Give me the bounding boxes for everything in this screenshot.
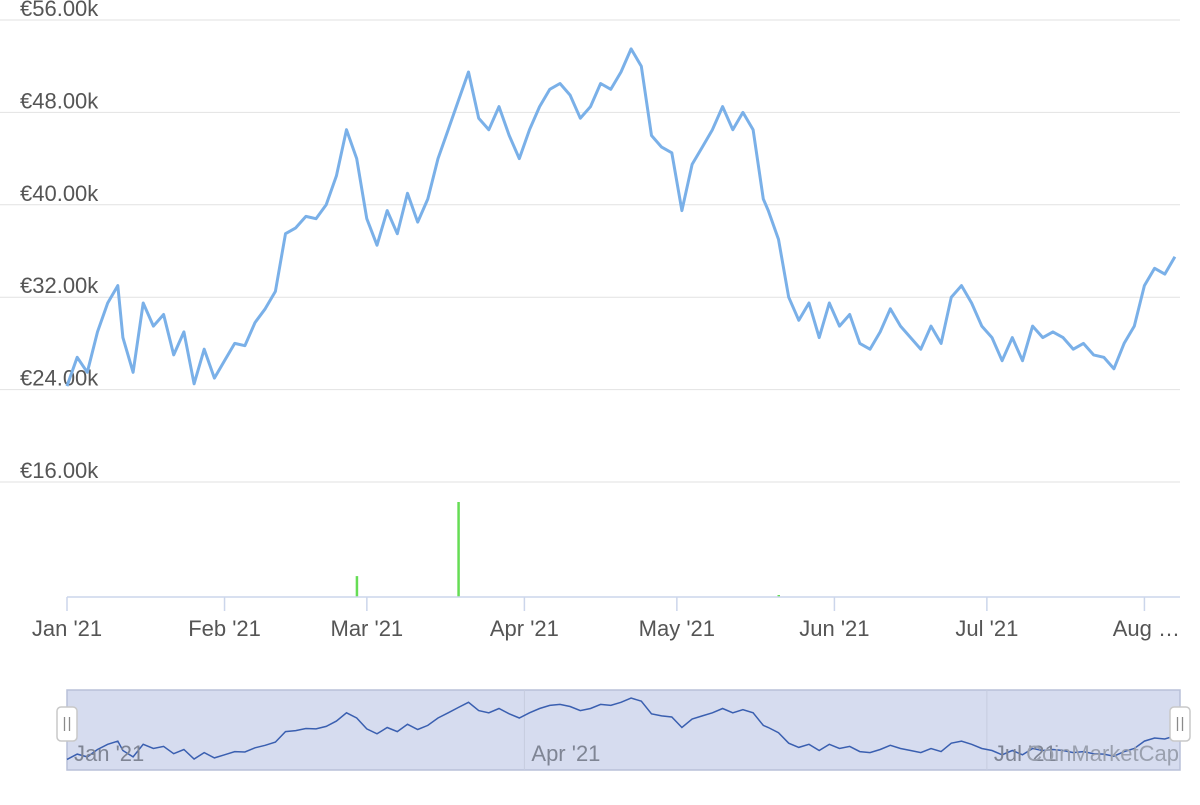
price-line — [65, 47, 1177, 387]
y-tick-label: €56.00k — [20, 0, 99, 21]
x-tick-label: Mar '21 — [331, 616, 404, 641]
navigator-tick-label: Jul '21 — [994, 741, 1057, 766]
volume-bar — [355, 576, 359, 597]
navigator-left-handle[interactable] — [56, 706, 78, 742]
x-tick-label: Jun '21 — [799, 616, 869, 641]
x-tick-label: Jan '21 — [32, 616, 102, 641]
x-tick-label: Apr '21 — [490, 616, 559, 641]
x-tick-label: Jul '21 — [955, 616, 1018, 641]
y-tick-label: €40.00k — [20, 181, 99, 206]
x-tick-label: May '21 — [639, 616, 715, 641]
volume-bar — [457, 502, 460, 597]
x-tick-label: Feb '21 — [188, 616, 261, 641]
navigator-tick-label: Jan '21 — [74, 741, 144, 766]
x-tick-label: Aug … — [1113, 616, 1180, 641]
volume-bar — [777, 595, 781, 597]
price-line-layer — [65, 47, 1177, 387]
navigator-tick-label: Apr '21 — [531, 741, 600, 766]
y-axis-labels: €16.00k€24.00k€32.00k€40.00k€48.00k€56.0… — [20, 0, 99, 483]
navigator-right-handle[interactable] — [1169, 706, 1191, 742]
y-tick-label: €16.00k — [20, 458, 99, 483]
y-tick-label: €48.00k — [20, 88, 99, 113]
x-axis: Jan '21 Feb '21 Mar '21 Apr '21 May '21 Jun '… — [32, 596, 1180, 641]
watermark-label: CoinMarketCap — [1026, 741, 1179, 766]
y-tick-label: €32.00k — [20, 273, 99, 298]
grid-lines — [0, 19, 1180, 483]
navigator-line — [66, 697, 1176, 761]
volume-bars — [355, 502, 781, 597]
